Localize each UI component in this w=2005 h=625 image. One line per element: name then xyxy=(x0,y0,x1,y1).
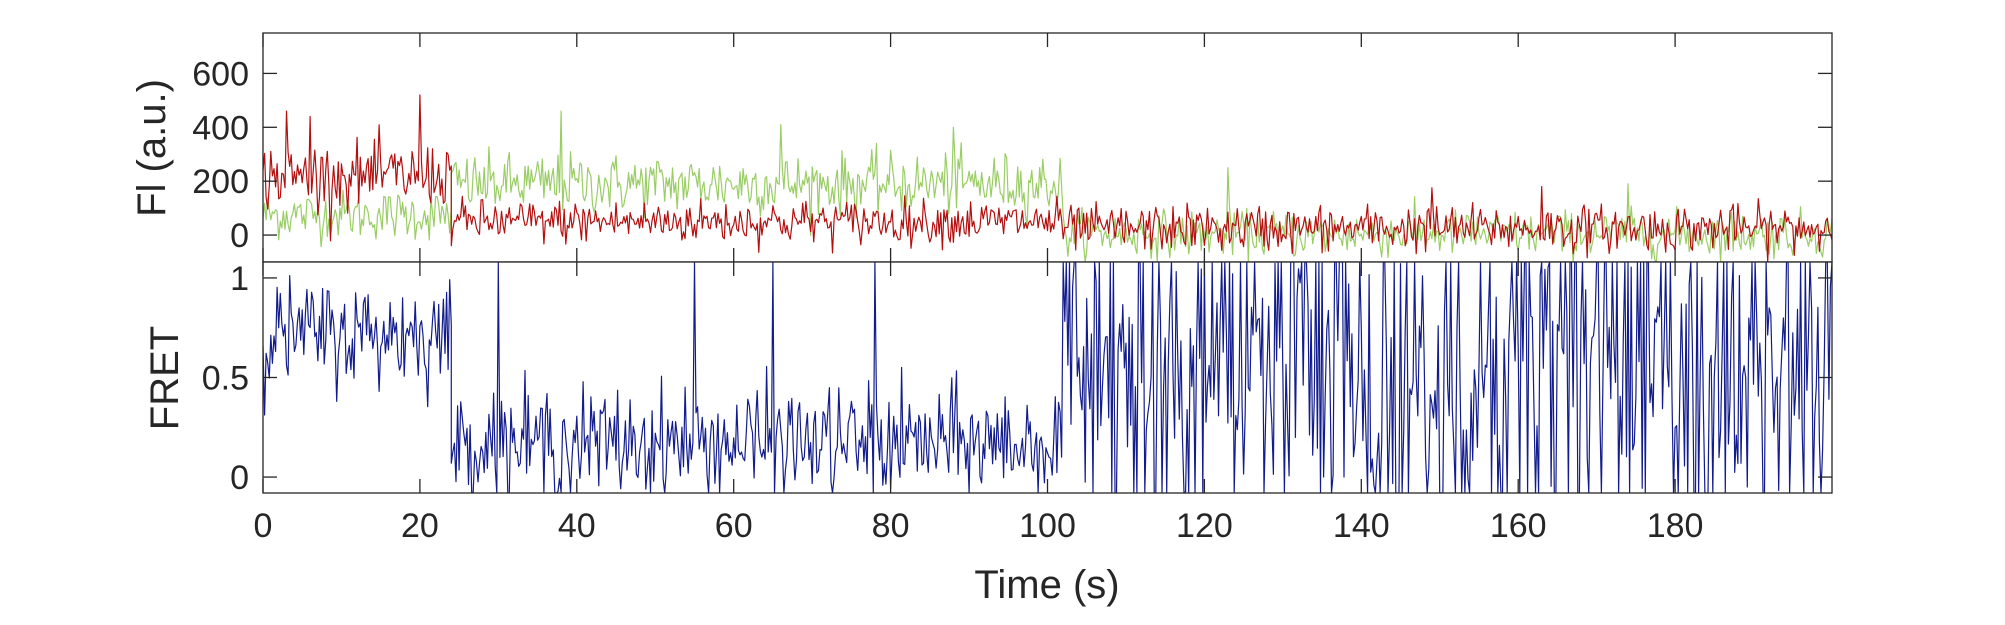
time-x-tick-label: 100 xyxy=(1019,507,1076,545)
fluorescence-y-axis-label: Fl (a.u.) xyxy=(130,79,174,217)
fl-series-line-0 xyxy=(263,110,1832,262)
time-x-tick-label: 40 xyxy=(558,507,596,545)
fl-y-tick-label: 200 xyxy=(192,163,249,201)
fl-series-line-1 xyxy=(263,94,1832,262)
fl-y-tick-label: 600 xyxy=(192,55,249,93)
time-x-axis-label: Time (s) xyxy=(974,563,1119,607)
fret-y-tick-label: 1 xyxy=(230,260,249,298)
fret-series-group xyxy=(263,262,1832,493)
fret-series-line-0 xyxy=(263,262,1832,493)
time-x-tick-label: 120 xyxy=(1176,507,1233,545)
fluorescence-y-ticks: 0 200 400 600 xyxy=(192,33,1832,262)
time-x-tick-label: 60 xyxy=(715,507,753,545)
fret-y-tick-label: 0 xyxy=(230,459,249,497)
time-x-tick-label: 80 xyxy=(872,507,910,545)
fret-y-ticks: 00.51 xyxy=(202,260,1832,497)
fl-y-tick-label: 0 xyxy=(230,217,249,255)
fret-y-axis-label: FRET xyxy=(143,326,187,430)
time-x-ticks: 0 20 40 60 80 100 120 140 160 180 xyxy=(254,507,1704,545)
time-x-tick-label: 0 xyxy=(254,507,273,545)
time-x-tick-label: 20 xyxy=(401,507,439,545)
time-x-tick-label: 180 xyxy=(1647,507,1704,545)
time-x-tick-label: 160 xyxy=(1490,507,1547,545)
fluorescence-panel: 0 200 400 600 Fl (a.u.) xyxy=(130,32,1833,263)
time-x-tick-label: 140 xyxy=(1333,507,1390,545)
fret-panel: 00.51 0 20 40 60 80 100 120 140 160 180 FRET Time… xyxy=(143,260,1833,607)
fluorescence-series-group xyxy=(263,94,1832,262)
fret-y-tick-label: 0.5 xyxy=(202,360,249,398)
fl-y-tick-label: 400 xyxy=(192,109,249,147)
